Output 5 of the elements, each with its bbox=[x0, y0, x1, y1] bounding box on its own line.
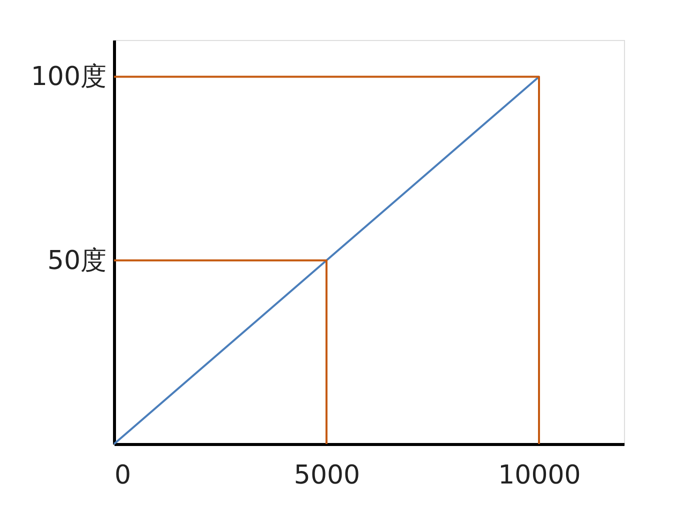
y-tick-label: 100度 bbox=[30, 62, 106, 92]
y-tick-label: 50度 bbox=[47, 246, 106, 276]
x-tick-label: 5000 bbox=[294, 460, 360, 490]
x-tick-label: 0 bbox=[114, 460, 132, 490]
x-tick-label: 10000 bbox=[498, 460, 581, 490]
